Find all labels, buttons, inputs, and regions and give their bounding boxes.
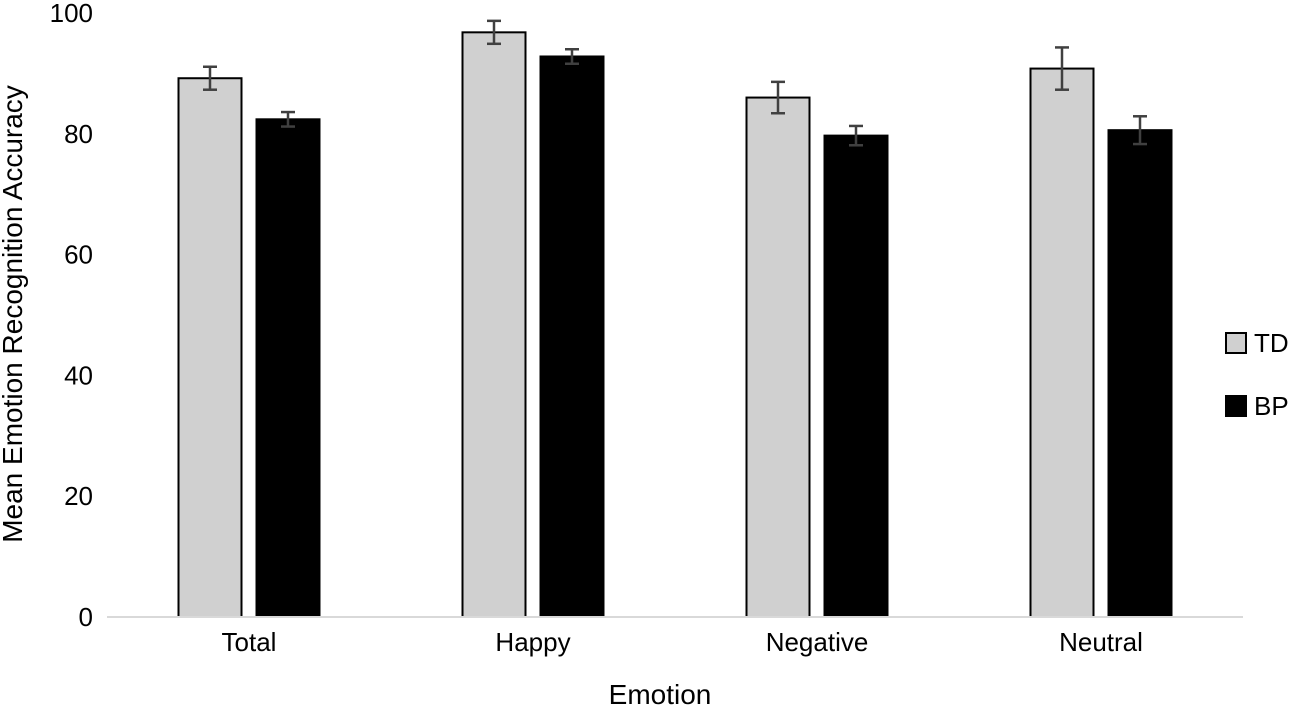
- x-axis-title: Emotion: [609, 679, 712, 705]
- error-bar-td-negative: [771, 80, 785, 115]
- error-bar-td-happy: [487, 19, 501, 46]
- x-axis-ticks: Total Happy Negative Neutral: [222, 627, 1143, 657]
- legend-item-bp: BP: [1225, 391, 1289, 421]
- error-bar-bp-neutral: [1133, 115, 1147, 146]
- x-tick-label: Neutral: [1059, 627, 1143, 657]
- legend-label: TD: [1254, 328, 1289, 358]
- bar-td-negative: [745, 96, 811, 618]
- x-tick-label: Total: [222, 627, 277, 657]
- y-axis-title: Mean Emotion Recognition Accuracy: [0, 85, 28, 543]
- y-tick-label: 20: [64, 481, 93, 511]
- error-bar-td-neutral: [1055, 46, 1069, 91]
- bar-td-neutral: [1029, 67, 1095, 619]
- error-bar-bp-total: [281, 110, 295, 128]
- y-tick-label: 60: [64, 240, 93, 270]
- legend-item-td: TD: [1225, 328, 1289, 358]
- y-tick-label: 40: [64, 360, 93, 390]
- y-axis-ticks: 0 20 40 60 80 100: [50, 0, 93, 632]
- bars: [177, 31, 1173, 619]
- legend-swatch: [1225, 332, 1247, 354]
- y-tick-label: 80: [64, 119, 93, 149]
- x-tick-label: Negative: [766, 627, 869, 657]
- y-tick-label: 100: [50, 0, 93, 28]
- bar-bp-neutral: [1107, 129, 1173, 618]
- legend-label: BP: [1254, 391, 1289, 421]
- error-bar-bp-negative: [849, 124, 863, 147]
- legend-swatch: [1225, 395, 1247, 417]
- bar-td-total: [177, 77, 243, 619]
- error-bars: [203, 19, 1147, 147]
- y-tick-label: 0: [79, 602, 93, 632]
- bar-bp-happy: [539, 55, 605, 619]
- error-bar-td-total: [203, 65, 217, 91]
- x-tick-label: Happy: [495, 627, 570, 657]
- bar-bp-total: [255, 118, 321, 619]
- error-bar-bp-happy: [565, 47, 579, 65]
- bar-td-happy: [461, 31, 527, 618]
- legend: TD BP: [1225, 328, 1289, 421]
- bar-bp-negative: [823, 134, 889, 618]
